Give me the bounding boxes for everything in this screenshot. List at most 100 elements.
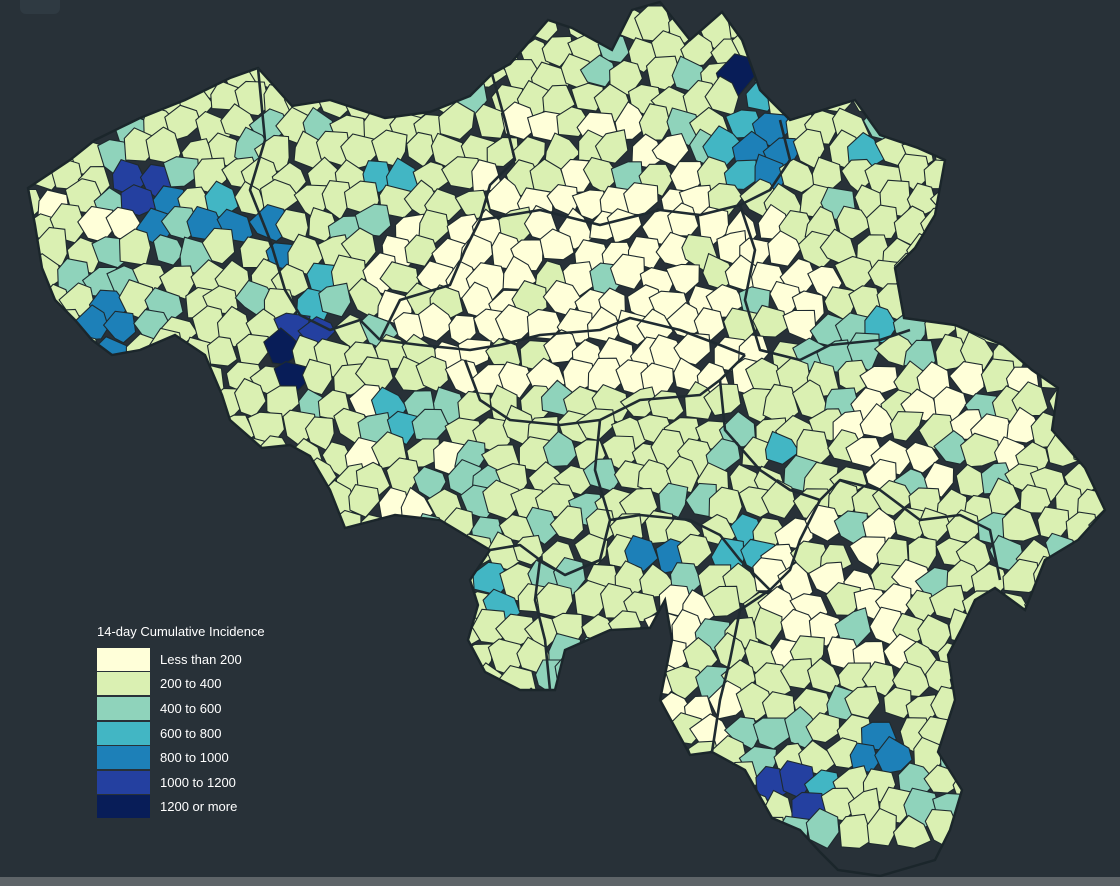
bottom-scrollbar[interactable] bbox=[0, 877, 1120, 886]
municipality[interactable] bbox=[976, 756, 1014, 791]
municipality[interactable] bbox=[0, 4, 35, 45]
municipality[interactable] bbox=[346, 688, 384, 722]
municipality[interactable] bbox=[388, 515, 425, 548]
municipality[interactable] bbox=[576, 757, 614, 793]
municipality[interactable] bbox=[1056, 714, 1093, 747]
municipality[interactable] bbox=[311, 30, 352, 65]
municipality[interactable] bbox=[579, 54, 617, 88]
municipality[interactable] bbox=[438, 100, 475, 141]
municipality[interactable] bbox=[595, 640, 631, 681]
municipality[interactable] bbox=[528, 709, 573, 748]
municipality[interactable] bbox=[148, 441, 187, 475]
municipality[interactable] bbox=[318, 690, 355, 724]
municipality[interactable] bbox=[178, 389, 213, 424]
municipality[interactable] bbox=[309, 7, 346, 48]
municipality[interactable] bbox=[211, 583, 244, 626]
municipality[interactable] bbox=[291, 489, 325, 525]
municipality[interactable] bbox=[917, 265, 950, 299]
municipality[interactable] bbox=[1030, 155, 1067, 195]
municipality[interactable] bbox=[301, 358, 333, 396]
municipality[interactable] bbox=[766, 79, 806, 119]
municipality[interactable] bbox=[959, 730, 996, 774]
municipality[interactable] bbox=[470, 53, 509, 88]
municipality[interactable] bbox=[500, 101, 538, 141]
municipality[interactable] bbox=[735, 681, 775, 722]
municipality[interactable] bbox=[262, 735, 299, 774]
municipality[interactable] bbox=[1059, 361, 1090, 398]
municipality[interactable] bbox=[345, 734, 379, 771]
municipality[interactable] bbox=[1003, 110, 1038, 149]
municipality[interactable] bbox=[847, 79, 890, 116]
municipality[interactable] bbox=[118, 533, 156, 570]
municipality[interactable] bbox=[71, 34, 101, 66]
municipality[interactable] bbox=[58, 717, 89, 747]
municipality[interactable] bbox=[7, 38, 41, 73]
municipality[interactable] bbox=[549, 717, 584, 758]
municipality[interactable] bbox=[950, 812, 984, 845]
municipality[interactable] bbox=[408, 54, 446, 94]
municipality[interactable] bbox=[525, 506, 561, 546]
municipality[interactable] bbox=[905, 36, 947, 69]
municipality[interactable] bbox=[129, 383, 158, 419]
municipality[interactable] bbox=[102, 310, 137, 344]
municipality[interactable] bbox=[980, 103, 1017, 146]
municipality[interactable] bbox=[1028, 713, 1065, 745]
municipality[interactable] bbox=[1088, 710, 1120, 749]
municipality[interactable] bbox=[4, 614, 39, 647]
municipality[interactable] bbox=[38, 30, 76, 64]
municipality[interactable] bbox=[1057, 613, 1092, 648]
municipality[interactable] bbox=[1074, 132, 1113, 166]
municipality[interactable] bbox=[890, 56, 930, 93]
municipality[interactable] bbox=[286, 736, 323, 778]
municipality[interactable] bbox=[181, 482, 213, 519]
municipality[interactable] bbox=[1078, 692, 1110, 725]
municipality[interactable] bbox=[888, 7, 929, 50]
municipality[interactable] bbox=[627, 737, 662, 769]
municipality[interactable] bbox=[727, 3, 763, 39]
municipality[interactable] bbox=[158, 463, 196, 498]
municipality[interactable] bbox=[674, 786, 712, 825]
municipality[interactable] bbox=[796, 77, 830, 113]
municipality[interactable] bbox=[65, 535, 103, 572]
municipality[interactable] bbox=[834, 57, 878, 95]
municipality[interactable] bbox=[34, 528, 70, 570]
municipality[interactable] bbox=[958, 82, 995, 125]
municipality[interactable] bbox=[54, 764, 87, 795]
municipality[interactable] bbox=[15, 130, 49, 166]
municipality[interactable] bbox=[281, 715, 316, 754]
municipality[interactable] bbox=[904, 85, 939, 121]
municipality[interactable] bbox=[866, 807, 897, 847]
municipality[interactable] bbox=[36, 634, 72, 670]
municipality[interactable] bbox=[959, 331, 995, 371]
municipality[interactable] bbox=[431, 635, 463, 678]
municipality[interactable] bbox=[204, 532, 242, 571]
municipality[interactable] bbox=[1002, 616, 1041, 651]
municipality[interactable] bbox=[138, 463, 173, 494]
municipality[interactable] bbox=[604, 686, 643, 722]
municipality[interactable] bbox=[125, 34, 158, 73]
municipality[interactable] bbox=[277, 7, 309, 47]
municipality[interactable] bbox=[632, 765, 676, 795]
municipality[interactable] bbox=[53, 460, 89, 498]
municipality[interactable] bbox=[942, 256, 979, 294]
municipality[interactable] bbox=[206, 336, 238, 367]
municipality[interactable] bbox=[764, 430, 801, 465]
municipality[interactable] bbox=[273, 460, 308, 496]
municipality[interactable] bbox=[570, 82, 604, 112]
municipality[interactable] bbox=[1083, 310, 1118, 341]
municipality[interactable] bbox=[932, 85, 970, 120]
municipality[interactable] bbox=[98, 87, 135, 117]
municipality[interactable] bbox=[908, 0, 941, 23]
municipality[interactable] bbox=[581, 815, 622, 853]
municipality[interactable] bbox=[750, 6, 786, 42]
municipality[interactable] bbox=[990, 693, 1033, 728]
municipality[interactable] bbox=[149, 0, 183, 15]
municipality[interactable] bbox=[759, 33, 794, 70]
municipality[interactable] bbox=[522, 0, 553, 22]
municipality[interactable] bbox=[752, 304, 789, 338]
municipality[interactable] bbox=[1049, 638, 1081, 671]
municipality[interactable] bbox=[883, 686, 912, 720]
municipality[interactable] bbox=[981, 715, 1013, 753]
municipality[interactable] bbox=[162, 509, 204, 546]
municipality[interactable] bbox=[134, 358, 169, 395]
